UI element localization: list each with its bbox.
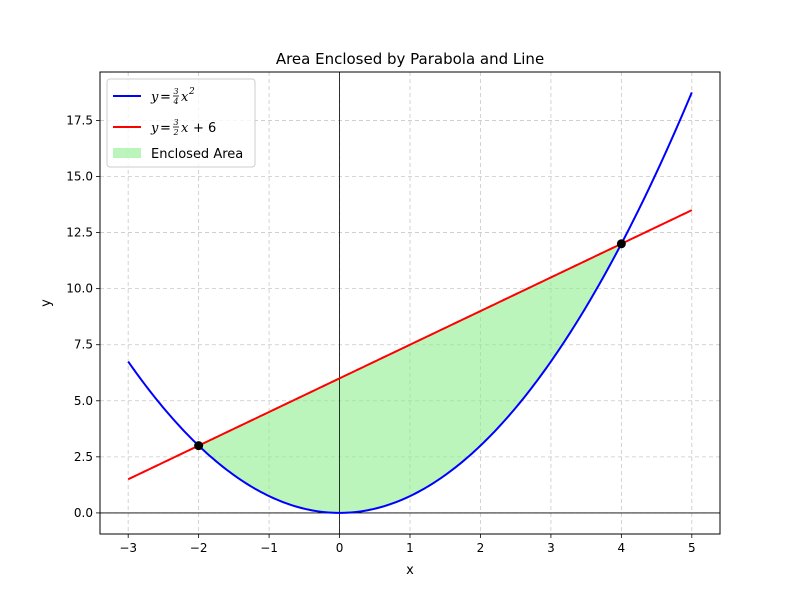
legend-parabola-variable: x [181, 90, 189, 105]
enclosed-area-layer [198, 243, 622, 513]
legend-label-enclosed-area: Enclosed Area [151, 147, 243, 162]
x-tick-label: 5 [688, 541, 696, 555]
x-tick-label: 3 [547, 541, 555, 555]
x-tick-label: 0 [336, 541, 344, 555]
x-axis-ticks: −3 −2 −1 0 1 2 3 4 5 [119, 534, 696, 555]
y-tick-label: 7.5 [74, 338, 93, 352]
chart-title: Area Enclosed by Parabola and Line [276, 50, 544, 68]
x-tick-label: 2 [477, 541, 485, 555]
intersection-point [194, 441, 204, 451]
y-axis-ticks: 0.0 2.5 5.0 7.5 10.0 12.5 15.0 17.5 [66, 113, 100, 520]
y-tick-label: 0.0 [74, 506, 93, 520]
y-tick-label: 17.5 [66, 113, 93, 127]
legend-parabola-denominator: 4 [172, 97, 178, 106]
intersection-point [616, 239, 626, 249]
legend-line-numerator: 3 [173, 118, 178, 127]
legend-line-constant: + 6 [193, 121, 216, 136]
y-tick-label: 12.5 [66, 226, 93, 240]
legend-box [106, 78, 256, 168]
enclosed-area [198, 243, 622, 513]
x-tick-label: 1 [406, 541, 414, 555]
y-tick-label: 10.0 [66, 282, 93, 296]
legend-parabola-numerator: 3 [173, 87, 178, 96]
y-tick-label: 5.0 [74, 394, 93, 408]
legend-parabola-exponent: 2 [188, 87, 195, 97]
series-layer [127, 92, 693, 514]
y-tick-label: 2.5 [74, 450, 93, 464]
x-tick-label: −1 [260, 541, 278, 555]
legend-parabola-prefix: y [150, 90, 159, 105]
intersection-points [194, 239, 626, 451]
y-tick-label: 15.0 [66, 170, 93, 184]
x-tick-label: −3 [119, 541, 137, 555]
legend-swatch-enclosed-area [113, 148, 141, 158]
legend-line-equals: = [160, 121, 171, 136]
legend-label-line: y = 3 2 x + 6 [150, 118, 216, 137]
y-axis-label: y [39, 299, 54, 307]
legend-parabola-equals: = [160, 90, 171, 105]
x-axis-label: x [406, 563, 414, 578]
legend: y = 3 4 x 2 y = 3 2 x + 6 Enclosed Area [106, 78, 256, 168]
legend-line-prefix: y [150, 121, 159, 136]
zero-axes [100, 72, 720, 534]
legend-line-variable: x [181, 121, 189, 136]
x-tick-label: 4 [618, 541, 626, 555]
line-curve [127, 209, 693, 481]
legend-line-denominator: 2 [172, 128, 178, 137]
legend-label-parabola: y = 3 4 x 2 [150, 87, 195, 106]
x-tick-label: −2 [190, 541, 208, 555]
parabola-curve [127, 92, 693, 514]
